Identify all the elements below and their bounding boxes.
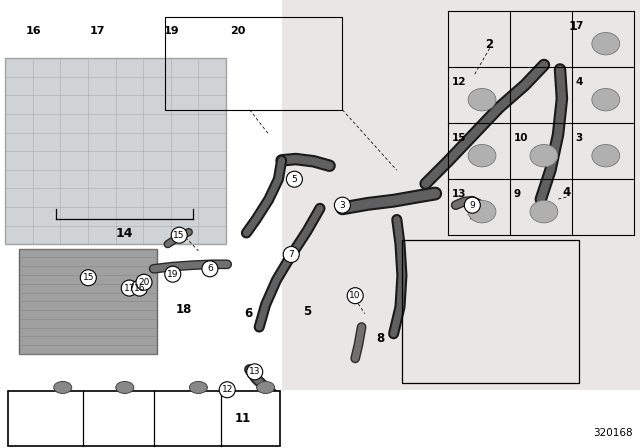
Circle shape [283,246,300,263]
Circle shape [122,280,138,296]
Circle shape [287,171,303,187]
Text: 12: 12 [221,385,233,394]
Ellipse shape [530,144,558,167]
Text: 6: 6 [244,307,252,320]
Bar [282,0,640,390]
Text: 4: 4 [576,77,583,87]
Text: 7: 7 [289,250,294,259]
Text: 2: 2 [486,38,493,52]
Text: 15: 15 [452,133,467,143]
Text: 17: 17 [124,284,135,293]
Text: 9: 9 [470,201,475,210]
Text: 20: 20 [230,26,246,36]
Text: 3: 3 [340,201,345,210]
Ellipse shape [468,144,496,167]
Text: 13: 13 [452,189,467,199]
Text: 20: 20 [138,278,150,287]
Circle shape [465,197,480,213]
Text: 8: 8 [377,332,385,345]
Text: 320168: 320168 [593,428,632,438]
Text: 4: 4 [563,186,570,199]
Text: 9: 9 [514,189,521,199]
Ellipse shape [592,33,620,55]
Bar [402,240,579,383]
Text: 15: 15 [83,273,94,282]
Bar [5,58,226,244]
Text: 11: 11 [235,412,252,426]
Text: 10: 10 [514,133,529,143]
Circle shape [132,280,148,296]
Circle shape [136,274,152,290]
Text: 16: 16 [134,284,145,293]
Text: 5: 5 [292,175,297,184]
Text: 12: 12 [452,77,467,87]
Bar [8,391,280,446]
Ellipse shape [468,89,496,111]
Ellipse shape [116,381,134,393]
Ellipse shape [257,381,275,393]
Ellipse shape [592,89,620,111]
Ellipse shape [468,200,496,223]
Circle shape [202,261,218,277]
Circle shape [247,364,263,380]
Text: 14: 14 [116,227,134,241]
Text: 15: 15 [173,231,185,240]
Text: 6: 6 [207,264,212,273]
Text: 16: 16 [26,26,41,36]
Text: 19: 19 [164,26,179,36]
Circle shape [348,288,364,304]
Ellipse shape [592,144,620,167]
Text: 7: 7 [576,21,583,31]
Circle shape [219,382,236,398]
Ellipse shape [189,381,207,393]
Circle shape [172,227,188,243]
Circle shape [165,266,181,282]
Text: 1: 1 [568,20,577,34]
Circle shape [81,270,97,286]
Text: 10: 10 [349,291,361,300]
Text: 17: 17 [90,26,105,36]
Text: 19: 19 [167,270,179,279]
Text: 13: 13 [249,367,260,376]
Ellipse shape [54,381,72,393]
Text: 5: 5 [303,305,311,318]
Text: 3: 3 [576,133,583,143]
Bar [19,249,157,354]
Text: 18: 18 [175,302,192,316]
Bar [165,17,342,110]
Ellipse shape [530,200,558,223]
Circle shape [335,197,351,213]
